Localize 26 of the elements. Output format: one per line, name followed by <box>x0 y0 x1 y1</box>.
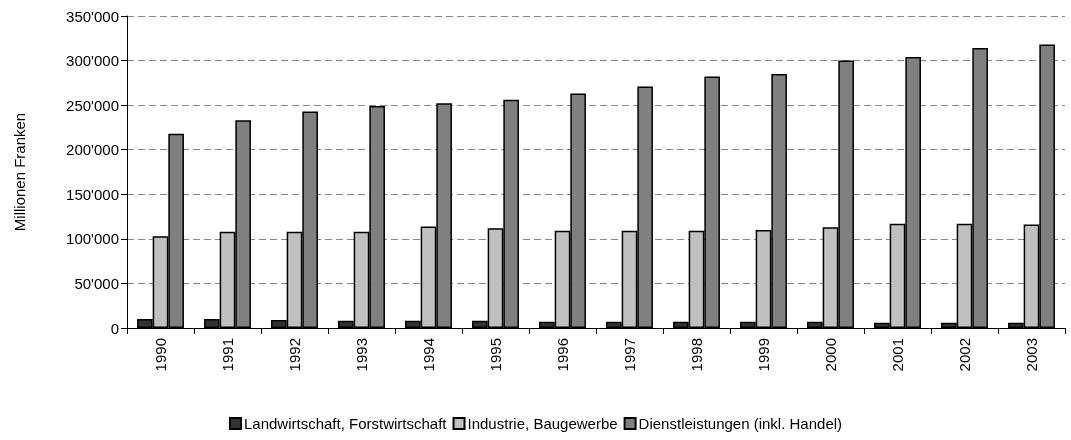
x-tick-label: 1998 <box>688 338 705 372</box>
y-tick-label: 250'000 <box>66 96 119 114</box>
y-tick-label: 350'000 <box>66 7 119 25</box>
x-tick-label: 1997 <box>621 338 638 372</box>
x-tick-label: 1999 <box>755 338 772 372</box>
y-tick-label: 50'000 <box>74 274 119 292</box>
x-tick-label: 1995 <box>487 338 504 372</box>
x-tick-label: 1994 <box>420 338 437 372</box>
x-tick-label: 2001 <box>889 338 906 372</box>
legend-label: Landwirtschaft, Forstwirtschaft <box>243 415 448 432</box>
y-tick-label: 200'000 <box>66 141 119 159</box>
y-tick-label: 100'000 <box>66 230 119 248</box>
legend-label: Dienstleistungen (inkl. Handel) <box>638 415 843 432</box>
y-tick-label: 300'000 <box>66 52 119 70</box>
x-tick-label: 2002 <box>956 338 973 372</box>
legend-label: Industrie, Baugewerbe <box>467 415 618 432</box>
y-tick-label: 0 <box>110 319 119 337</box>
x-tick-label: 2003 <box>1023 338 1040 372</box>
x-tick-label: 1991 <box>219 338 236 372</box>
x-tick-label: 1992 <box>286 338 303 372</box>
x-tick-label: 1996 <box>554 338 571 372</box>
y-tick-label: 150'000 <box>66 185 119 203</box>
x-tick-label: 2000 <box>822 338 839 372</box>
y-axis-title: Millionen Franken <box>11 112 28 232</box>
x-tick-label: 1993 <box>353 338 370 372</box>
x-tick-label: 1990 <box>152 338 169 372</box>
